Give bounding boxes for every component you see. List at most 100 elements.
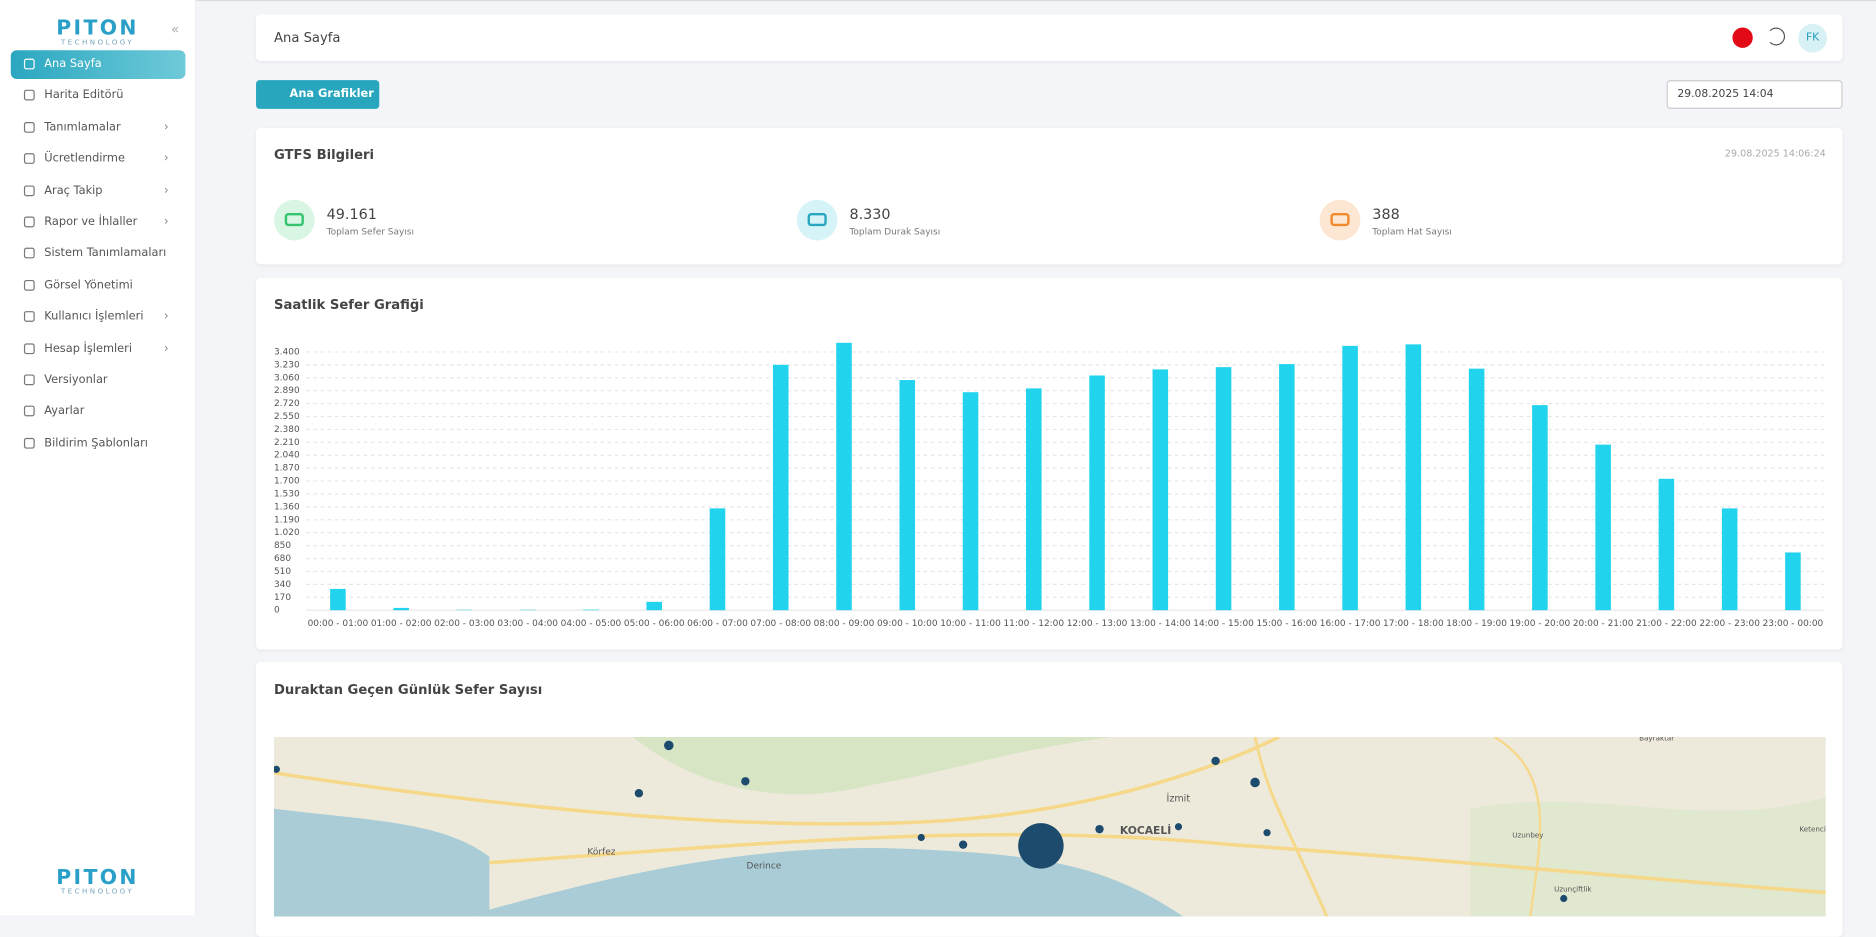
stat-label: Toplam Sefer Sayısı xyxy=(327,226,414,237)
x-tick-label: 10:00 - 11:00 xyxy=(940,619,1001,629)
chart-title: Saatlik Sefer Grafiği xyxy=(274,298,424,313)
theme-toggle[interactable] xyxy=(1767,28,1785,46)
map-card: Duraktan Geçen Günlük Sefer Sayısı Körfe… xyxy=(256,662,1842,937)
x-tick-label: 23:00 - 00:00 xyxy=(1763,619,1824,629)
bar xyxy=(583,610,599,611)
menu-item[interactable]: Araç Takip› xyxy=(11,177,186,206)
date-input[interactable]: 29.08.2025 14:04 xyxy=(1667,80,1843,109)
x-tick-label: 22:00 - 23:00 xyxy=(1699,619,1760,629)
x-tick-label: 05:00 - 06:00 xyxy=(624,619,685,629)
y-tick-label: 2.210 xyxy=(274,438,300,448)
place-label: Körfez xyxy=(587,847,615,857)
x-tick-label: 12:00 - 13:00 xyxy=(1067,619,1128,629)
menu-item[interactable]: Tanımlamalar› xyxy=(11,113,186,142)
menu-icon xyxy=(24,122,35,133)
place-label: Uzunbey xyxy=(1512,831,1544,840)
menu-label: Rapor ve İhlaller xyxy=(44,215,137,228)
menu-item[interactable]: Görsel Yönetimi xyxy=(11,271,186,300)
x-tick-label: 08:00 - 09:00 xyxy=(814,619,875,629)
stat-value: 388 xyxy=(1372,206,1399,223)
bar xyxy=(963,392,979,610)
bar xyxy=(1279,364,1295,610)
x-tick-label: 00:00 - 01:00 xyxy=(308,619,369,629)
bar xyxy=(1406,344,1422,610)
y-tick-label: 1.360 xyxy=(274,502,300,512)
menu-label: Ücretlendirme xyxy=(44,152,125,165)
avatar[interactable]: FK xyxy=(1798,24,1827,53)
y-tick-label: 2.380 xyxy=(274,425,300,435)
menu-label: Görsel Yönetimi xyxy=(44,279,133,292)
menu-icon xyxy=(24,153,35,164)
place-label: İzmit xyxy=(1167,794,1191,805)
menu-icon xyxy=(24,343,35,354)
menu-icon xyxy=(24,280,35,291)
y-tick-label: 2.720 xyxy=(274,399,300,409)
gtfs-title: GTFS Bilgileri xyxy=(274,147,374,163)
menu-label: Hesap İşlemleri xyxy=(44,342,132,355)
x-tick-label: 18:00 - 19:00 xyxy=(1446,619,1507,629)
gtfs-card: GTFS Bilgileri 29.08.2025 14:06:24 49.16… xyxy=(256,128,1842,264)
menu-item[interactable]: Ücretlendirme› xyxy=(11,145,186,174)
menu-item[interactable]: Bildirim Şablonları xyxy=(11,429,186,458)
y-tick-label: 0 xyxy=(274,606,280,616)
stat-value: 8.330 xyxy=(849,206,890,223)
menu-icon xyxy=(24,406,35,417)
y-tick-label: 680 xyxy=(274,554,291,564)
menu-item[interactable]: Rapor ve İhlaller› xyxy=(11,208,186,237)
x-tick-label: 14:00 - 15:00 xyxy=(1193,619,1254,629)
collapse[interactable]: « xyxy=(171,22,179,38)
y-tick-label: 1.530 xyxy=(274,489,300,499)
menu-item[interactable]: Harita Editörü xyxy=(11,82,186,111)
place-label: Derince xyxy=(747,862,782,872)
bar xyxy=(1026,388,1042,610)
menu-label: Tanımlamalar xyxy=(44,121,120,134)
header: Ana Sayfa FK xyxy=(256,14,1842,61)
bar xyxy=(1089,375,1105,610)
map-title: Duraktan Geçen Günlük Sefer Sayısı xyxy=(274,682,542,698)
y-tick-label: 1.870 xyxy=(274,464,300,474)
x-tick-label: 15:00 - 16:00 xyxy=(1257,619,1318,629)
bar xyxy=(836,343,852,610)
bar xyxy=(1342,346,1358,610)
menu-item[interactable]: Ana Sayfa xyxy=(11,50,186,79)
header-title: Ana Sayfa xyxy=(274,30,341,46)
x-tick-label: 09:00 - 10:00 xyxy=(877,619,938,629)
menu-icon xyxy=(24,438,35,449)
y-tick-label: 850 xyxy=(274,541,291,551)
map[interactable]: KörfezDerinceİzmitKOCAELİBayraktarUzunbe… xyxy=(274,737,1826,916)
menu-label: Araç Takip xyxy=(44,184,102,197)
x-tick-label: 11:00 - 12:00 xyxy=(1003,619,1064,629)
y-tick-label: 3.060 xyxy=(274,373,300,383)
y-tick-label: 1.020 xyxy=(274,528,300,538)
button-label: Ana Grafikler xyxy=(290,87,374,100)
bar xyxy=(1216,367,1232,610)
menu-item[interactable]: Hesap İşlemleri› xyxy=(11,335,186,364)
menu-icon xyxy=(24,217,35,228)
x-tick-label: 07:00 - 08:00 xyxy=(750,619,811,629)
bar xyxy=(1659,479,1675,610)
y-tick-label: 2.550 xyxy=(274,412,300,422)
stat-value: 49.161 xyxy=(327,206,377,223)
flag[interactable] xyxy=(1732,28,1752,48)
x-tick-label: 16:00 - 17:00 xyxy=(1320,619,1381,629)
date-text: 29.08.2025 14:04 xyxy=(1677,89,1773,101)
main-charts-button[interactable]: Ana Grafikler xyxy=(256,80,379,109)
menu-label: Harita Editörü xyxy=(44,89,123,102)
menu-icon xyxy=(24,185,35,196)
menu-label: Kullanıcı İşlemleri xyxy=(44,310,143,323)
x-tick-label: 02:00 - 03:00 xyxy=(434,619,495,629)
menu-item[interactable]: Sistem Tanımlamaları xyxy=(11,240,186,269)
menu-item[interactable]: Kullanıcı İşlemleri› xyxy=(11,303,186,332)
x-tick-label: 19:00 - 20:00 xyxy=(1510,619,1571,629)
icon-glyph xyxy=(808,213,827,226)
x-tick-label: 06:00 - 07:00 xyxy=(687,619,748,629)
x-tick-label: 03:00 - 04:00 xyxy=(497,619,558,629)
logo-text: PITON xyxy=(56,866,139,890)
menu-item[interactable]: Ayarlar xyxy=(11,398,186,427)
icon-glyph xyxy=(1330,213,1349,226)
y-tick-label: 1.700 xyxy=(274,477,300,487)
stat-label: Toplam Hat Sayısı xyxy=(1372,226,1452,237)
bar xyxy=(1153,369,1169,610)
menu-item[interactable]: Versiyonlar xyxy=(11,366,186,395)
